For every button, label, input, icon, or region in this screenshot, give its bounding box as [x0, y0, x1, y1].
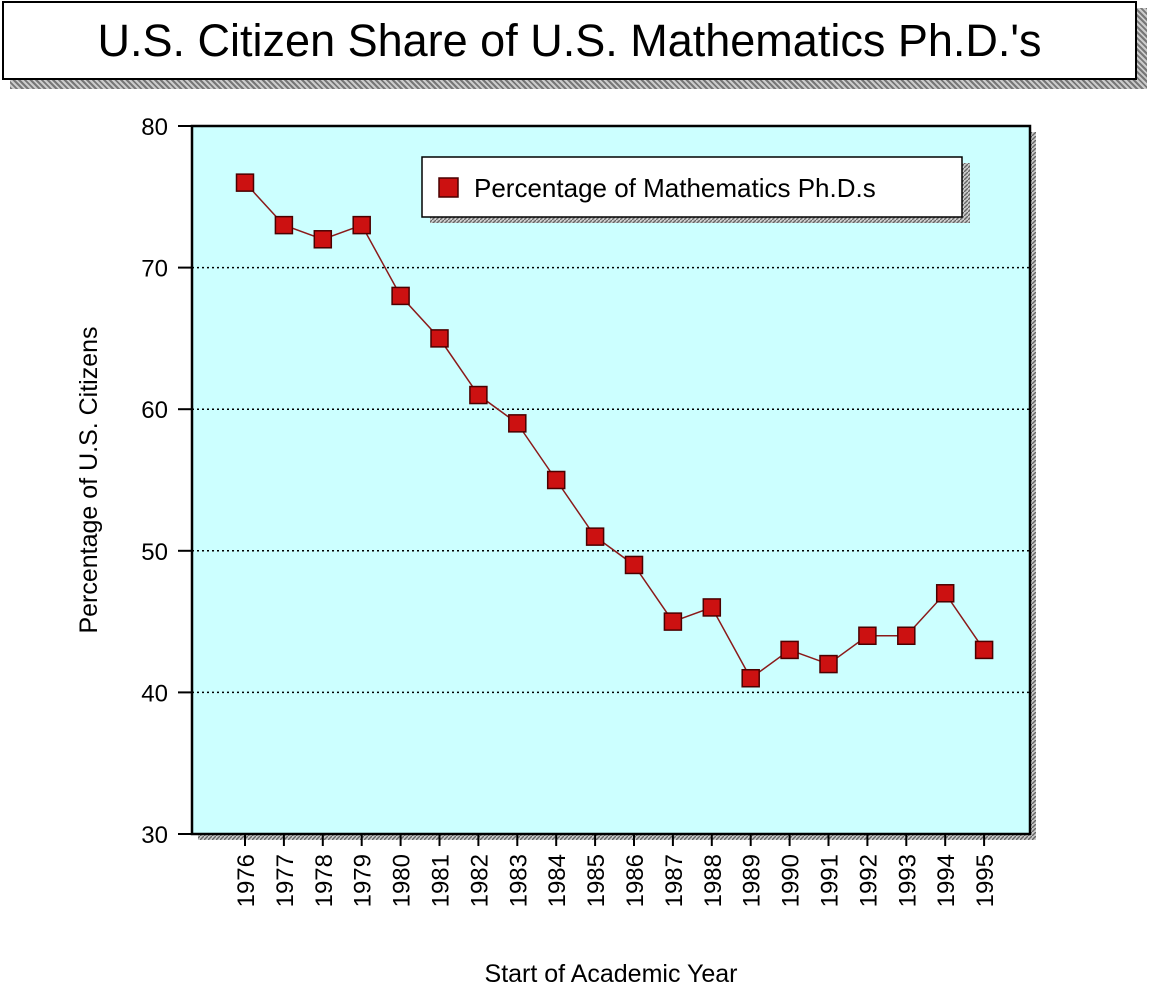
- chart-title: U.S. Citizen Share of U.S. Mathematics P…: [97, 14, 1042, 66]
- data-point: [780, 640, 799, 660]
- data-point: [274, 215, 294, 235]
- data-point: [935, 584, 955, 603]
- data-point: [897, 626, 916, 646]
- y-tick-label: 80: [141, 114, 168, 141]
- data-point: [235, 173, 255, 192]
- y-tick-label: 30: [141, 822, 168, 849]
- x-tick-label: 1982: [466, 854, 493, 907]
- data-point: [585, 527, 605, 546]
- data-point: [546, 470, 566, 490]
- x-tick-label: 1977: [272, 854, 299, 907]
- data-point: [313, 230, 333, 249]
- data-point: [663, 612, 683, 631]
- chart-title-box: U.S. Citizen Share of U.S. Mathematics P…: [2, 1, 1137, 80]
- data-point: [974, 640, 994, 660]
- x-tick-label: 1978: [311, 854, 338, 907]
- data-point: [391, 286, 410, 306]
- data-point: [430, 329, 449, 348]
- x-tick-label: 1991: [817, 854, 844, 907]
- legend-marker: [438, 177, 459, 198]
- x-tick-label: 1980: [389, 854, 416, 907]
- x-tick-label: 1985: [583, 854, 610, 907]
- x-tick-label: 1994: [933, 854, 960, 907]
- data-point: [858, 626, 877, 646]
- x-tick-label: 1993: [894, 854, 921, 907]
- x-tick-label: 1981: [428, 854, 455, 907]
- y-tick-label: 40: [141, 680, 168, 707]
- x-tick-label: 1986: [622, 854, 649, 907]
- x-tick-label: 1983: [505, 854, 532, 907]
- x-tick-label: 1987: [661, 854, 688, 907]
- y-tick-label: 60: [141, 397, 168, 424]
- data-point: [352, 215, 371, 235]
- x-tick-label: 1989: [739, 854, 766, 907]
- x-tick-label: 1988: [700, 854, 727, 907]
- x-axis-title: Start of Academic Year: [485, 960, 738, 988]
- x-tick-label: 1995: [972, 854, 999, 907]
- legend: Percentage of Mathematics Ph.D.s: [421, 156, 970, 223]
- x-tick-label: 1992: [855, 854, 882, 907]
- x-tick-label: 1976: [233, 854, 260, 907]
- x-tick-label: 1979: [350, 854, 377, 907]
- legend-box: [421, 156, 963, 218]
- data-point: [702, 598, 722, 617]
- data-point: [469, 385, 488, 405]
- data-point: [508, 414, 527, 433]
- y-tick-label: 70: [141, 256, 168, 283]
- legend-label: Percentage of Mathematics Ph.D.s: [474, 173, 876, 203]
- data-point: [624, 555, 644, 575]
- x-tick-label: 1984: [544, 854, 571, 907]
- y-axis-title: Percentage of U.S. Citizens: [75, 326, 103, 633]
- data-point: [819, 654, 838, 674]
- y-tick-label: 50: [141, 539, 168, 566]
- data-point: [741, 668, 760, 688]
- x-tick-label: 1990: [778, 854, 805, 907]
